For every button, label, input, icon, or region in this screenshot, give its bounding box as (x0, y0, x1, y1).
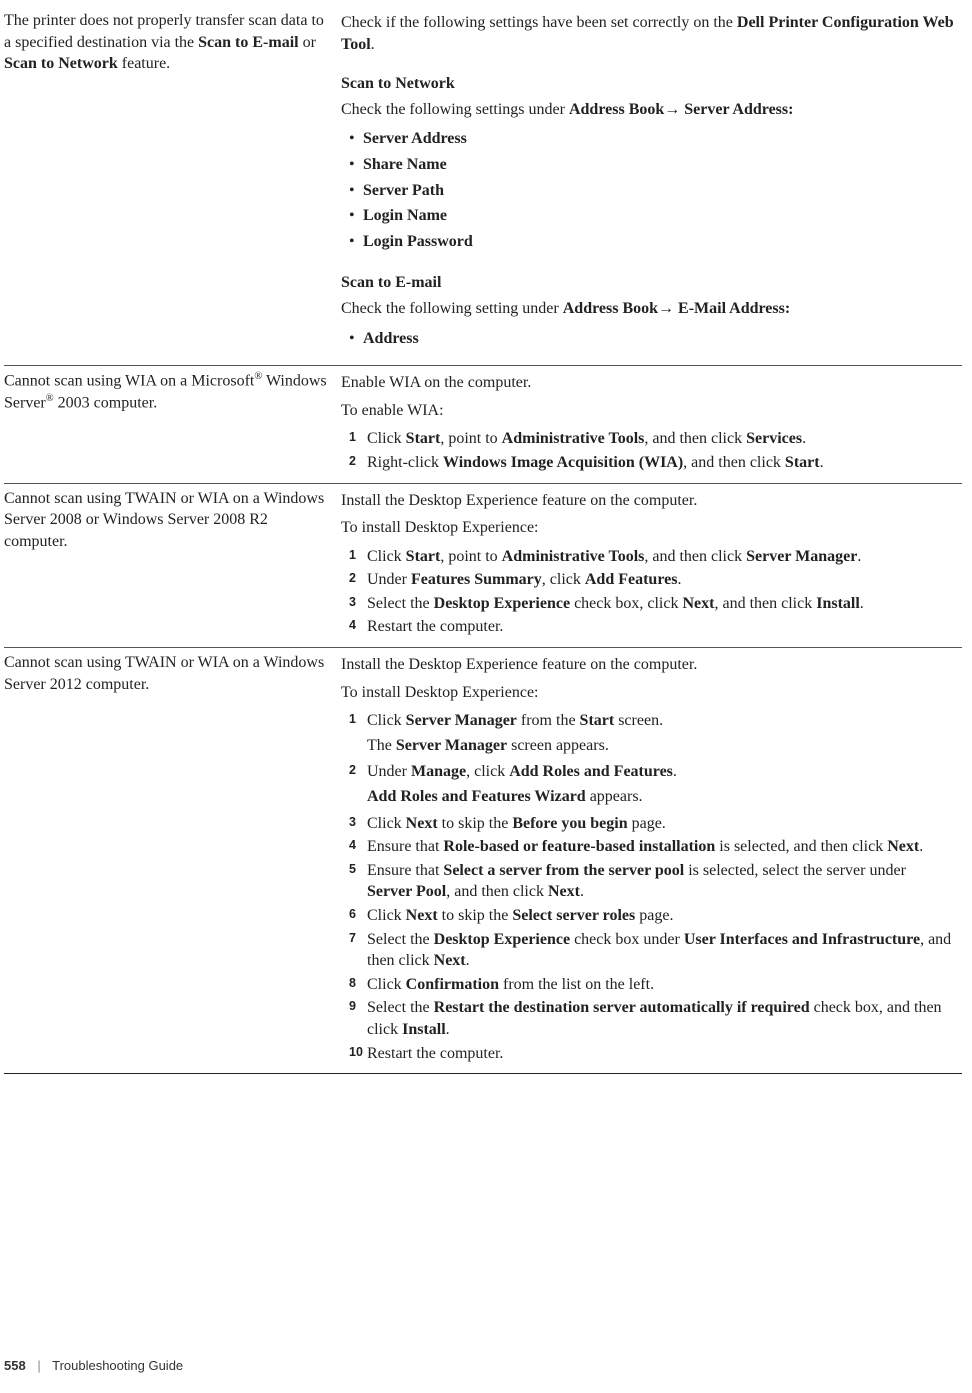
list-item: Click Start, point to Administrative Too… (353, 545, 954, 569)
text: Scan to E-mail (198, 34, 298, 51)
troubleshooting-table: The printer does not properly transfer s… (4, 6, 962, 1074)
list-item: Restart the computer. (353, 1042, 954, 1066)
list-item: Click Next to skip the Select server rol… (353, 904, 954, 928)
table-row: The printer does not properly transfer s… (4, 6, 962, 366)
list-item: Select the Restart the destination serve… (353, 996, 954, 1041)
list-item: Ensure that Role-based or feature-based … (353, 835, 954, 859)
list-item: Server Address (349, 126, 954, 152)
list-item: Share Name (349, 152, 954, 178)
text: 2003 computer. (54, 394, 158, 411)
page-footer: 558 | Troubleshooting Guide (4, 1357, 183, 1375)
list-item: Under Features Summary, click Add Featur… (353, 568, 954, 592)
list-item: Right-click Windows Image Acquisition (W… (353, 451, 954, 475)
arrow-icon: → (664, 101, 680, 118)
text: E-Mail Address: (674, 300, 790, 317)
problem-cell: Cannot scan using TWAIN or WIA on a Wind… (4, 483, 341, 648)
list-item: Ensure that Select a server from the ser… (353, 859, 954, 904)
text: Install the Desktop Experience feature o… (341, 490, 954, 512)
footer-title: Troubleshooting Guide (52, 1358, 183, 1373)
text: . (371, 36, 375, 53)
text: Server Address: (680, 101, 793, 118)
list-item: Select the Desktop Experience check box … (353, 928, 954, 973)
section-heading: Scan to E-mail (341, 272, 954, 294)
problem-cell: The printer does not properly transfer s… (4, 6, 341, 366)
table-row: Cannot scan using WIA on a Microsoft® Wi… (4, 366, 962, 483)
text: To enable WIA: (341, 400, 954, 422)
list-item: Restart the computer. (353, 615, 954, 639)
section-heading: Scan to Network (341, 73, 954, 95)
list-item: Under Manage, click Add Roles and Featur… (353, 760, 954, 811)
list-item: Login Name (349, 203, 954, 229)
action-cell: Install the Desktop Experience feature o… (341, 483, 962, 648)
text: Address Book (563, 300, 658, 317)
list-item: Select the Desktop Experience check box,… (353, 592, 954, 616)
list-item: Server Path (349, 178, 954, 204)
table-row: Cannot scan using TWAIN or WIA on a Wind… (4, 648, 962, 1074)
text: Check the following setting under (341, 300, 563, 317)
text: feature. (118, 55, 170, 72)
list-item: Login Password (349, 229, 954, 255)
text: Check the following settings under (341, 101, 569, 118)
text: or (299, 34, 316, 51)
separator-icon: | (37, 1358, 40, 1373)
list-item: Address (349, 326, 954, 352)
text: Check if the following settings have bee… (341, 14, 737, 31)
steps-list: Click Start, point to Administrative Too… (353, 427, 954, 474)
list-item: Click Confirmation from the list on the … (353, 973, 954, 997)
action-cell: Install the Desktop Experience feature o… (341, 648, 962, 1074)
problem-cell: Cannot scan using TWAIN or WIA on a Wind… (4, 648, 341, 1074)
text: To install Desktop Experience: (341, 682, 954, 704)
steps-list: Click Server Manager from the Start scre… (353, 709, 954, 1065)
text: Scan to Network (4, 55, 118, 72)
bullet-list: Address (349, 326, 954, 352)
action-cell: Check if the following settings have bee… (341, 6, 962, 366)
registered-icon: ® (46, 393, 54, 404)
bullet-list: Server Address Share Name Server Path Lo… (349, 126, 954, 254)
text: Install the Desktop Experience feature o… (341, 654, 954, 676)
page-number: 558 (4, 1358, 26, 1373)
steps-list: Click Start, point to Administrative Too… (353, 545, 954, 639)
arrow-icon: → (658, 300, 674, 317)
action-cell: Enable WIA on the computer. To enable WI… (341, 366, 962, 483)
text: Enable WIA on the computer. (341, 372, 954, 394)
text: Address Book (569, 101, 664, 118)
problem-cell: Cannot scan using WIA on a Microsoft® Wi… (4, 366, 341, 483)
table-row: Cannot scan using TWAIN or WIA on a Wind… (4, 483, 962, 648)
text: To install Desktop Experience: (341, 517, 954, 539)
list-item: Click Start, point to Administrative Too… (353, 427, 954, 451)
list-item: Click Next to skip the Before you begin … (353, 812, 954, 836)
list-item: Click Server Manager from the Start scre… (353, 709, 954, 760)
text: Cannot scan using WIA on a Microsoft (4, 372, 254, 389)
